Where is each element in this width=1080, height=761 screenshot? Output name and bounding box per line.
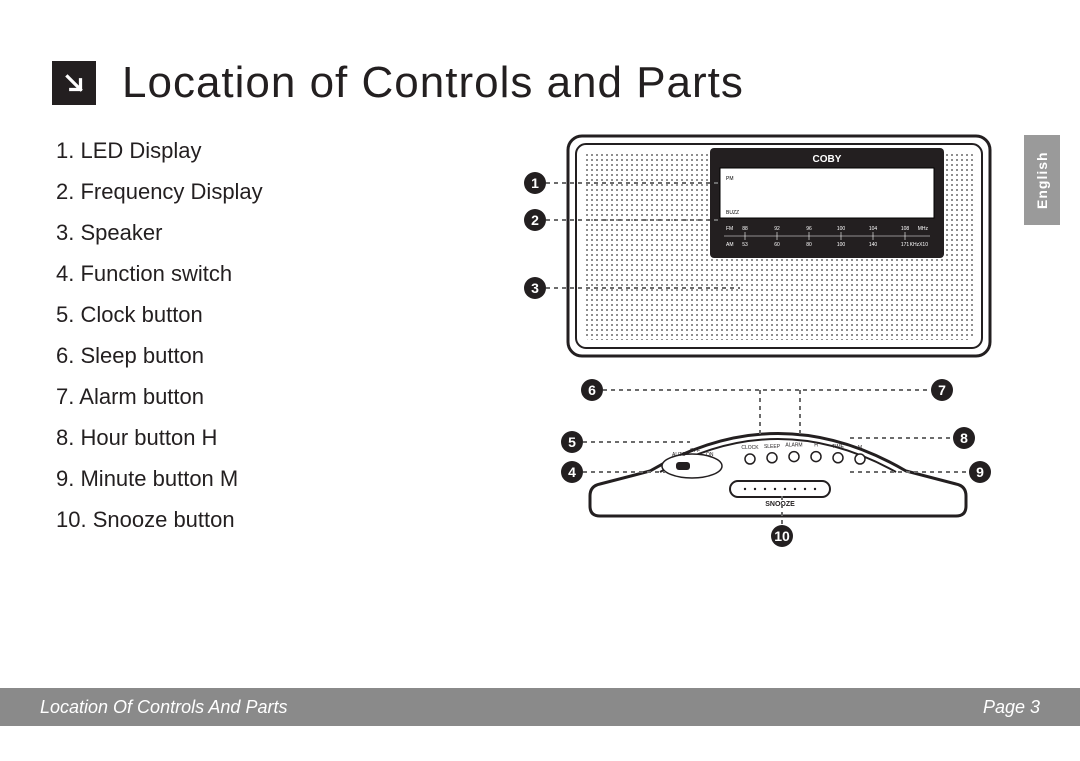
svg-text:92: 92 xyxy=(774,226,780,232)
svg-text:88: 88 xyxy=(742,226,748,232)
parts-list-item: Speaker xyxy=(56,212,263,253)
svg-text:M: M xyxy=(858,445,862,451)
footer-page: Page 3 xyxy=(983,697,1040,718)
parts-list: LED DisplayFrequency DisplaySpeakerFunct… xyxy=(56,130,263,540)
svg-text:OFF: OFF xyxy=(690,448,700,454)
svg-text:100: 100 xyxy=(837,226,846,232)
language-tab: English xyxy=(1024,135,1060,225)
svg-text:10: 10 xyxy=(774,528,790,544)
page-heading: Location of Controls and Parts xyxy=(52,58,744,108)
parts-list-item: Sleep button xyxy=(56,335,263,376)
svg-text:96: 96 xyxy=(806,226,812,232)
parts-list-item: Alarm button xyxy=(56,376,263,417)
page-footer: Location Of Controls And Parts Page 3 xyxy=(0,688,1080,726)
svg-text:5: 5 xyxy=(568,434,576,450)
svg-text:6: 6 xyxy=(588,382,596,398)
svg-text:FM: FM xyxy=(726,226,733,232)
arrow-down-right-icon xyxy=(52,61,96,105)
parts-list-item: Clock button xyxy=(56,294,263,335)
svg-text:ON: ON xyxy=(706,452,714,458)
page-title: Location of Controls and Parts xyxy=(122,58,744,108)
svg-text:TIME: TIME xyxy=(832,444,845,450)
svg-text:SLEEP: SLEEP xyxy=(764,444,781,450)
svg-text:108: 108 xyxy=(901,226,910,232)
svg-text:100: 100 xyxy=(837,242,846,248)
svg-text:3: 3 xyxy=(531,280,539,296)
brand-label: COBY xyxy=(813,154,842,165)
parts-list-item: Hour button H xyxy=(56,417,263,458)
svg-text:KHzX10: KHzX10 xyxy=(910,242,929,248)
svg-text:104: 104 xyxy=(869,226,878,232)
svg-text:1: 1 xyxy=(531,175,539,191)
svg-text:53: 53 xyxy=(742,242,748,248)
device-figure: COBY PM BUZZ FM889296100104108MHz AM5360… xyxy=(520,128,1010,563)
svg-text:PM: PM xyxy=(726,176,734,182)
svg-text:ALARM: ALARM xyxy=(785,443,802,449)
parts-list-item: Function switch xyxy=(56,253,263,294)
svg-text:8: 8 xyxy=(960,430,968,446)
svg-text:80: 80 xyxy=(806,242,812,248)
svg-text:140: 140 xyxy=(869,242,878,248)
manual-page: Location of Controls and Parts LED Displ… xyxy=(0,0,1080,761)
svg-text:4: 4 xyxy=(568,464,576,480)
svg-text:AM: AM xyxy=(726,242,734,248)
parts-list-item: Frequency Display xyxy=(56,171,263,212)
svg-text:171: 171 xyxy=(901,242,910,248)
parts-list-item: Snooze button xyxy=(56,499,263,540)
svg-text:H: H xyxy=(814,443,818,449)
svg-text:9: 9 xyxy=(976,464,984,480)
parts-list-item: Minute button M xyxy=(56,458,263,499)
svg-text:AUTO: AUTO xyxy=(672,452,686,458)
svg-text:60: 60 xyxy=(774,242,780,248)
parts-list-item: LED Display xyxy=(56,130,263,171)
svg-text:7: 7 xyxy=(938,382,946,398)
svg-text:2: 2 xyxy=(531,212,539,228)
svg-text:CLOCK: CLOCK xyxy=(741,445,759,451)
svg-text:SNOOZE: SNOOZE xyxy=(765,501,795,508)
footer-section: Location Of Controls And Parts xyxy=(40,697,287,718)
svg-text:MHz: MHz xyxy=(918,226,929,232)
svg-text:BUZZ: BUZZ xyxy=(726,210,739,216)
